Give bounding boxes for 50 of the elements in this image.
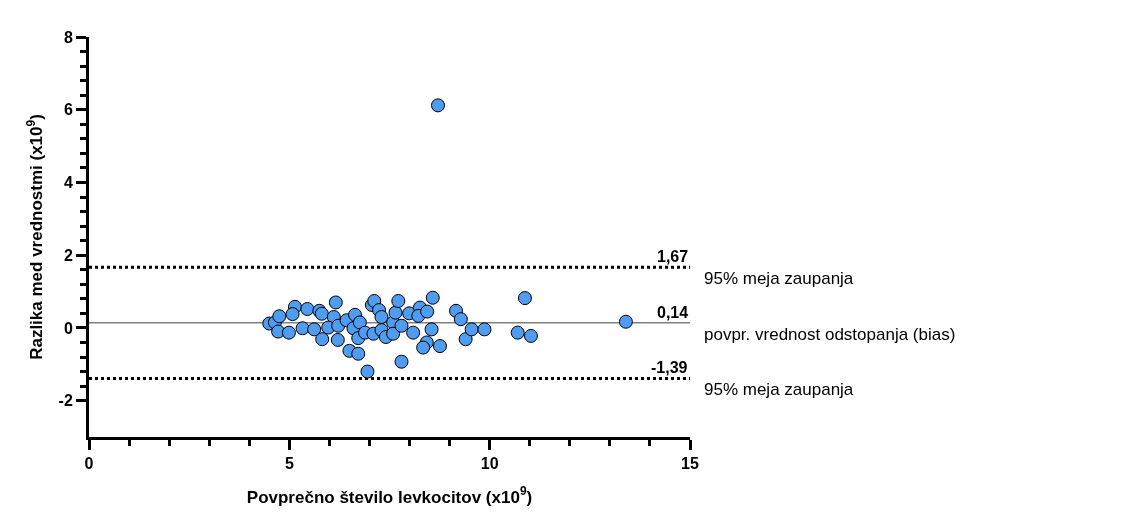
x-tick-label: 10: [480, 455, 499, 473]
x-tick-label: 5: [284, 455, 294, 473]
point: [295, 321, 310, 336]
point: [523, 328, 538, 343]
point: [285, 307, 300, 322]
point: [386, 326, 401, 341]
point: [458, 332, 473, 347]
point: [281, 325, 296, 340]
point: [328, 295, 343, 310]
point: [425, 290, 440, 305]
x-axis-title: Povprečno število levkocitov (x10$^{9}$): [246, 484, 533, 507]
point: [618, 314, 633, 329]
point: [272, 309, 287, 324]
point: [406, 325, 421, 340]
y-tick-label: 0: [63, 319, 73, 337]
point: [300, 302, 315, 316]
point: [394, 318, 409, 333]
point: [510, 325, 525, 340]
point: [374, 310, 389, 324]
point: [517, 291, 532, 306]
point: [360, 364, 375, 379]
point: [432, 339, 447, 354]
x-tick-label: 15: [681, 455, 699, 473]
point: [453, 312, 468, 327]
point: [315, 332, 330, 347]
y-tick-label: 2: [63, 246, 73, 264]
x-tick-label: 0: [84, 455, 94, 473]
point: [351, 346, 366, 361]
y-tick-label: 8: [63, 28, 73, 46]
point: [477, 322, 492, 337]
point: [424, 322, 439, 337]
point: [330, 332, 345, 347]
ref-line-label: 95% meja zaupanja: [704, 380, 854, 399]
point: [391, 294, 406, 308]
point: [430, 98, 445, 113]
y-tick-label: 4: [63, 174, 73, 192]
point: [388, 305, 403, 320]
point: [394, 354, 409, 369]
ref-line-label: 95% meja zaupanja: [704, 269, 854, 288]
point: [352, 315, 367, 330]
point: [307, 322, 322, 337]
annotation: 1,67: [657, 248, 689, 265]
y-tick-label: 6: [63, 101, 73, 119]
annotation: -1,39: [651, 359, 688, 376]
ref-line-label: povpr. vrednost odstopanja (bias): [704, 325, 956, 344]
point: [416, 340, 431, 355]
annotation: 0,14: [657, 304, 689, 321]
y-tick-label: -2: [58, 392, 73, 410]
point: [420, 304, 435, 319]
point: [464, 322, 479, 337]
